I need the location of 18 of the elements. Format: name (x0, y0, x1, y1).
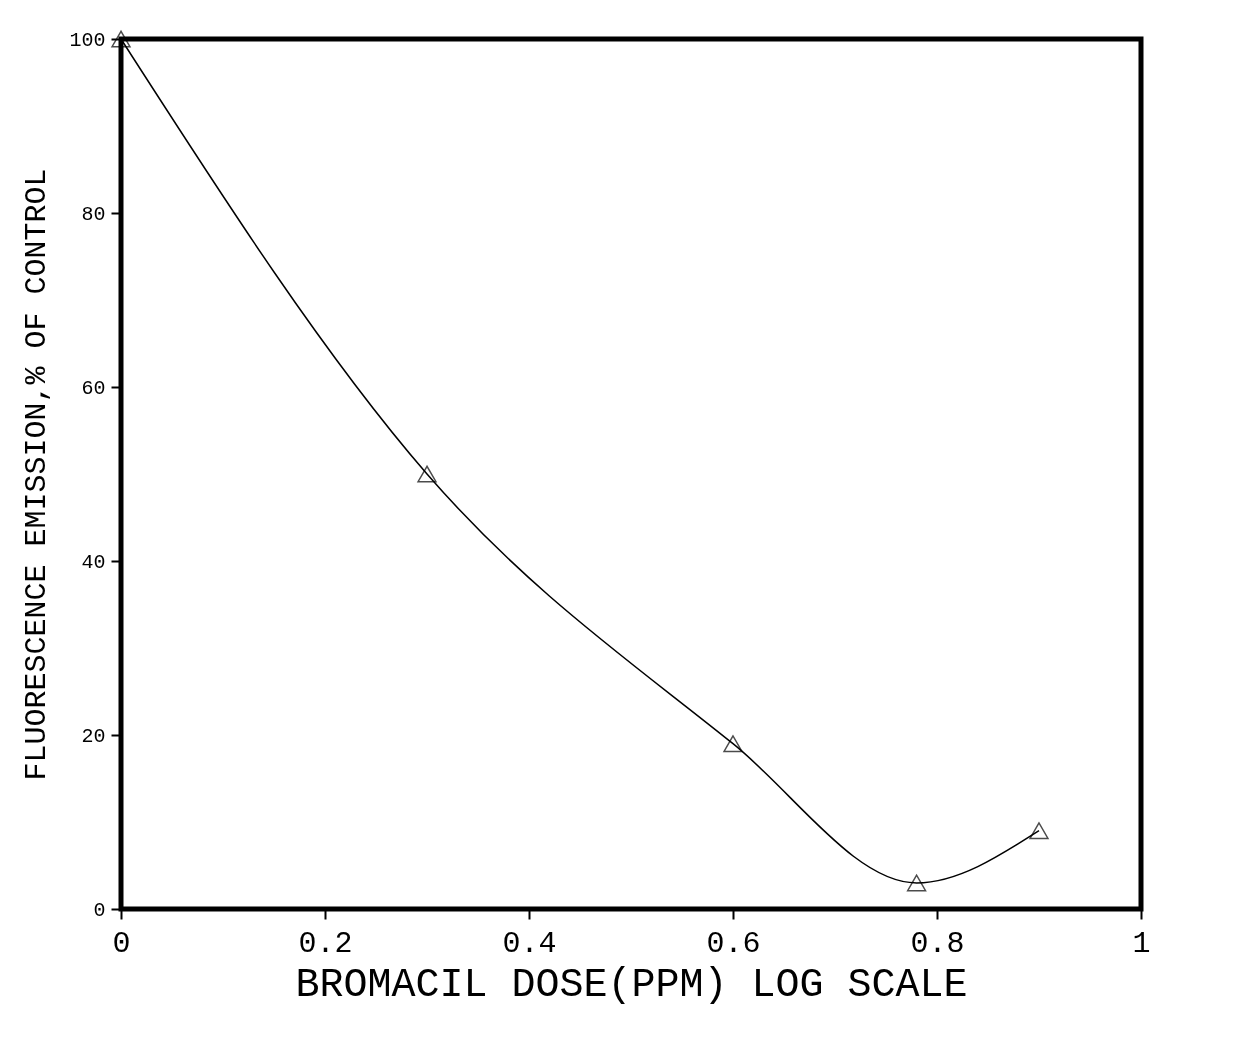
y-tick-label: 20 (81, 724, 106, 748)
point (1029, 822, 1049, 840)
x-tick-label: 1 (1132, 926, 1151, 961)
x-tick-label: 0.6 (706, 926, 761, 961)
point (417, 465, 437, 483)
y-tick-label: 80 (81, 202, 106, 226)
x-tick-label: 0.2 (298, 926, 353, 961)
y-tick-label: 40 (81, 550, 106, 574)
x-tick-label: 0 (112, 926, 131, 961)
point (906, 874, 927, 892)
y-tick-label: 60 (81, 376, 106, 400)
y-tick-label: 100 (69, 28, 106, 52)
x-tick-label: 0.4 (502, 926, 557, 961)
y-tick-label: 0 (93, 898, 106, 922)
x-tick-label: 0.8 (910, 926, 965, 961)
y-axis-title: FLUORESCENCE EMISSION,% OF CONTROL (20, 168, 55, 781)
point (723, 735, 743, 753)
x-axis-title: BROMACIL DOSE(PPM) LOG SCALE (295, 962, 968, 1008)
